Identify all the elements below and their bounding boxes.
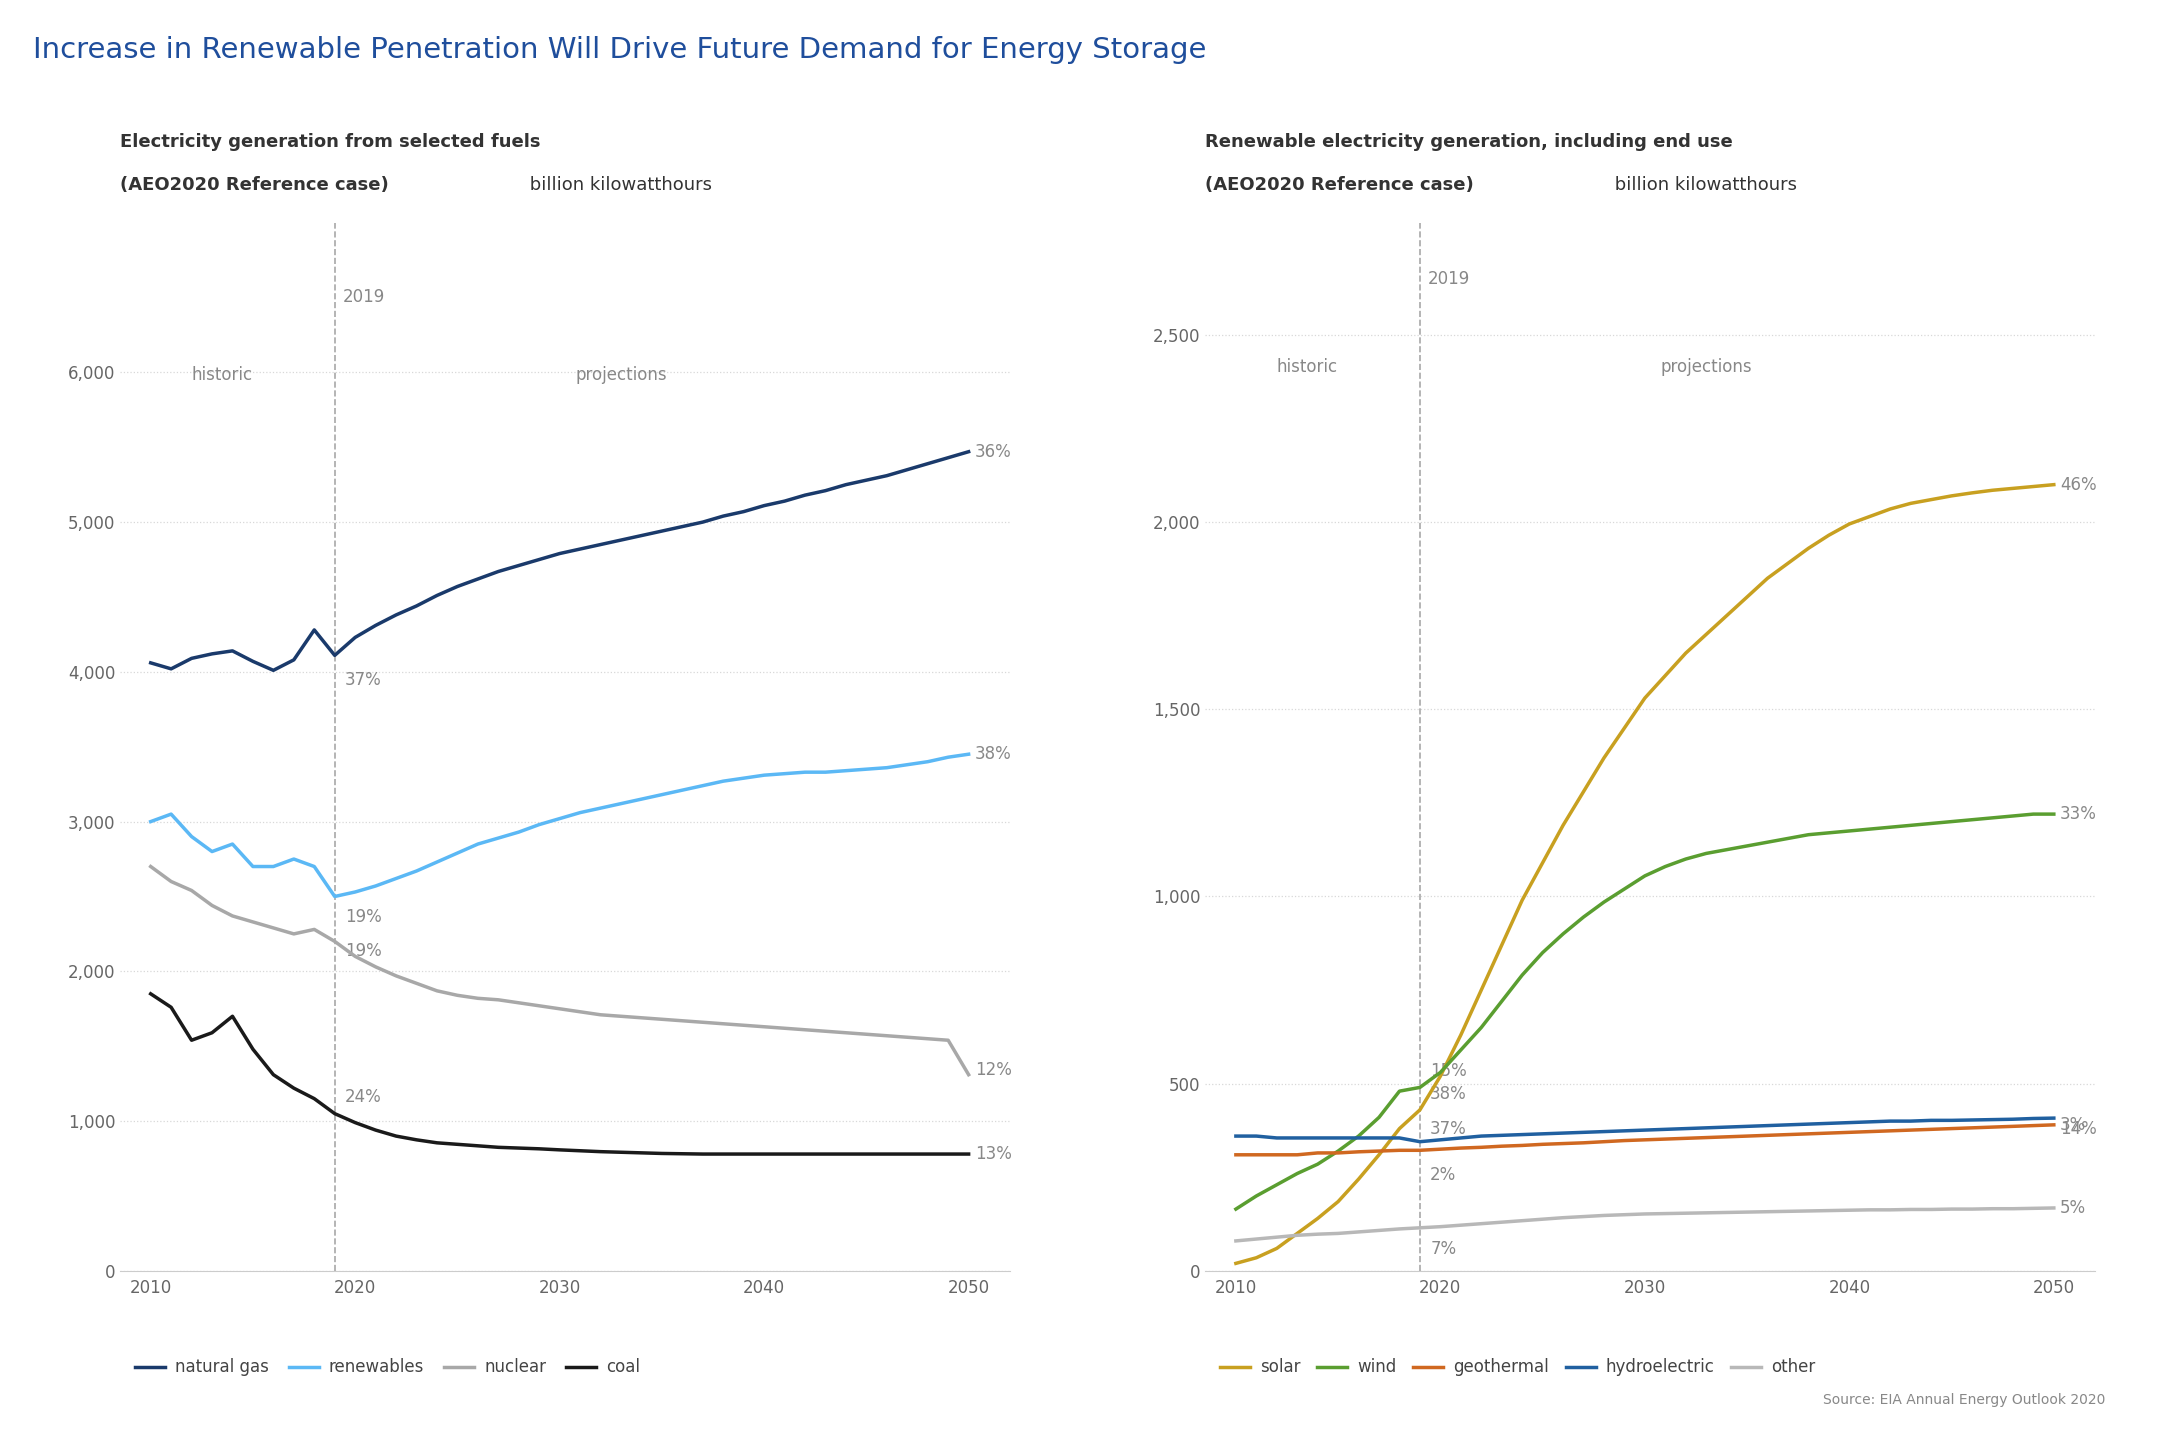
Legend: natural gas, renewables, nuclear, coal: natural gas, renewables, nuclear, coal <box>129 1351 646 1383</box>
Text: (AEO2020 Reference case): (AEO2020 Reference case) <box>120 175 388 194</box>
Text: 5%: 5% <box>2060 1199 2086 1216</box>
Text: 3%: 3% <box>2060 1116 2086 1134</box>
Text: 38%: 38% <box>975 745 1012 763</box>
Legend: solar, wind, geothermal, hydroelectric, other: solar, wind, geothermal, hydroelectric, … <box>1213 1351 1822 1383</box>
Text: 33%: 33% <box>2060 806 2097 823</box>
Text: 2019: 2019 <box>343 289 386 306</box>
Text: 2019: 2019 <box>1427 270 1471 287</box>
Text: 38%: 38% <box>1429 1084 1466 1103</box>
Text: 15%: 15% <box>1429 1063 1466 1080</box>
Text: projections: projections <box>576 366 668 383</box>
Text: Renewable electricity generation, including end use: Renewable electricity generation, includ… <box>1204 132 1733 151</box>
Text: Increase in Renewable Penetration Will Drive Future Demand for Energy Storage: Increase in Renewable Penetration Will D… <box>33 36 1207 63</box>
Text: 37%: 37% <box>1429 1120 1466 1139</box>
Text: 7%: 7% <box>1429 1241 1455 1258</box>
Text: 14%: 14% <box>2060 1120 2097 1139</box>
Text: historic: historic <box>192 366 253 383</box>
Text: 46%: 46% <box>2060 475 2097 494</box>
Text: 2%: 2% <box>1429 1166 1455 1185</box>
Text: 13%: 13% <box>975 1144 1012 1163</box>
Text: 37%: 37% <box>345 671 382 689</box>
Text: (AEO2020 Reference case): (AEO2020 Reference case) <box>1204 175 1475 194</box>
Text: billion kilowatthours: billion kilowatthours <box>524 175 711 194</box>
Text: 36%: 36% <box>975 442 1012 461</box>
Text: projections: projections <box>1661 359 1752 376</box>
Text: billion kilowatthours: billion kilowatthours <box>1608 175 1798 194</box>
Text: 19%: 19% <box>345 942 382 961</box>
Text: 24%: 24% <box>345 1087 382 1106</box>
Text: 12%: 12% <box>975 1061 1012 1080</box>
Text: Source: EIA Annual Energy Outlook 2020: Source: EIA Annual Energy Outlook 2020 <box>1824 1393 2106 1407</box>
Text: Electricity generation from selected fuels: Electricity generation from selected fue… <box>120 132 541 151</box>
Text: historic: historic <box>1276 359 1338 376</box>
Text: 19%: 19% <box>345 908 382 926</box>
